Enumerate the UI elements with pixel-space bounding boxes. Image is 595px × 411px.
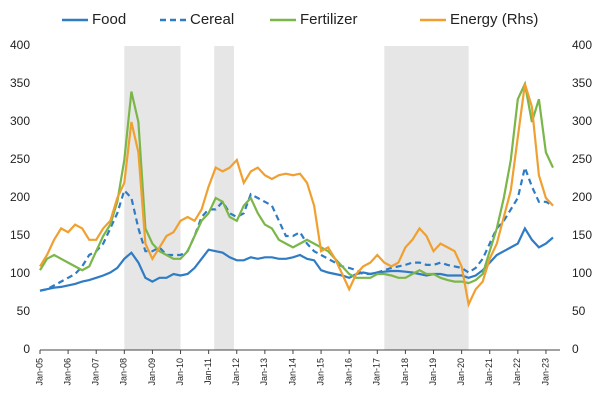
y2-tick-label: 50 <box>572 304 586 318</box>
y-tick-label: 100 <box>10 266 30 280</box>
y-tick-label: 250 <box>10 152 30 166</box>
shaded-period <box>214 46 234 350</box>
x-tick-label: Jan-05 <box>34 358 44 386</box>
x-tick-label: Jan-18 <box>400 358 410 386</box>
y2-tick-label: 250 <box>572 152 592 166</box>
x-tick-label: Jan-19 <box>428 358 438 386</box>
y-tick-label: 400 <box>10 38 30 52</box>
y-tick-label: 300 <box>10 114 30 128</box>
x-tick-label: Jan-07 <box>91 358 101 386</box>
series-line <box>39 163 554 292</box>
shaded-period <box>384 46 469 350</box>
series-line <box>39 83 554 308</box>
x-tick-label: Jan-09 <box>147 358 157 386</box>
legend-label: Food <box>92 11 126 28</box>
legend-label: Cereal <box>190 11 234 28</box>
legend-label: Energy (Rhs) <box>450 11 538 28</box>
y-tick-label: 200 <box>10 190 30 204</box>
shaded-period <box>124 46 181 350</box>
y2-tick-label: 300 <box>572 114 592 128</box>
y-tick-label: 50 <box>17 304 31 318</box>
series-line <box>39 80 554 285</box>
x-tick-label: Jan-06 <box>62 358 72 386</box>
x-tick-label: Jan-13 <box>259 358 269 386</box>
y-tick-label: 150 <box>10 228 30 242</box>
y2-tick-label: 0 <box>572 342 579 356</box>
x-tick-label: Jan-17 <box>372 358 382 386</box>
x-tick-label: Jan-21 <box>484 358 494 386</box>
x-tick-label: Jan-20 <box>456 358 466 386</box>
x-tick-label: Jan-16 <box>344 358 354 386</box>
x-tick-label: Jan-23 <box>540 358 550 386</box>
legend-label: Fertilizer <box>300 11 358 28</box>
x-tick-label: Jan-10 <box>175 358 185 386</box>
series-line <box>39 226 554 292</box>
x-tick-label: Jan-11 <box>203 358 213 385</box>
y2-tick-label: 350 <box>572 76 592 90</box>
x-tick-label: Jan-08 <box>119 358 129 386</box>
y2-tick-label: 100 <box>572 266 592 280</box>
y2-tick-label: 150 <box>572 228 592 242</box>
x-tick-label: Jan-14 <box>287 358 297 386</box>
y-tick-label: 350 <box>10 76 30 90</box>
x-tick-label: Jan-22 <box>512 358 522 386</box>
y-tick-label: 0 <box>23 342 30 356</box>
x-tick-label: Jan-12 <box>231 358 241 386</box>
y2-tick-label: 200 <box>572 190 592 204</box>
y2-tick-label: 400 <box>572 38 592 52</box>
x-tick-label: Jan-15 <box>315 358 325 386</box>
